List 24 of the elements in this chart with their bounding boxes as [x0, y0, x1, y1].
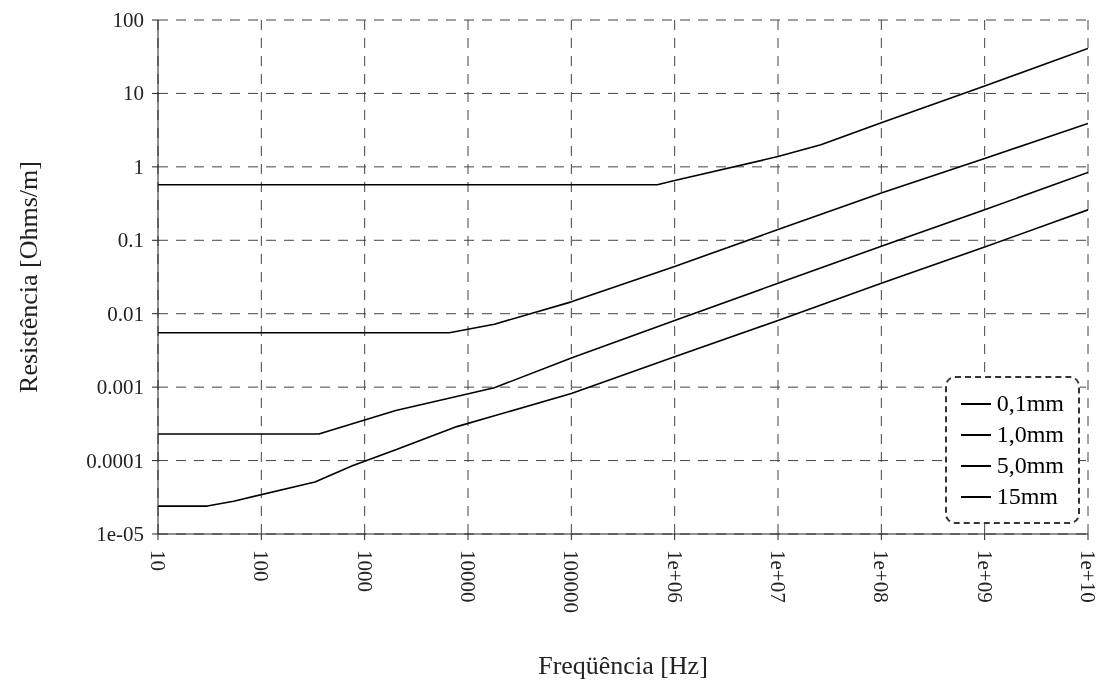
y-tick-label: 10 [123, 81, 144, 106]
legend-label: 0,1mm [996, 390, 1064, 417]
legend-label: 1,0mm [996, 421, 1064, 448]
x-tick-label: 1e+09 [972, 550, 997, 603]
legend-label: 15mm [996, 483, 1058, 510]
x-tick-label: 1e+08 [869, 550, 894, 603]
x-tick-label: 1e+07 [766, 550, 790, 603]
y-tick-label: 0.1 [117, 228, 144, 253]
y-tick-label: 0.001 [96, 375, 144, 400]
y-axis-title: Resistência [Ohms/m] [14, 161, 44, 393]
y-tick-label: 0.01 [107, 301, 144, 326]
x-tick-label: 1e+10 [1076, 550, 1100, 603]
x-tick-label: 1000 [352, 550, 377, 592]
x-tick-label: 1e+06 [662, 550, 687, 603]
y-tick-label: 0.0001 [86, 448, 144, 473]
y-tick-label: 1 [133, 154, 144, 179]
legend-label: 5,0mm [996, 452, 1064, 479]
x-axis-title: Freqüência [Hz] [538, 651, 708, 680]
y-tick-label: 100 [112, 8, 144, 32]
x-tick-label: 10000 [456, 550, 480, 603]
x-tick-label: 100 [249, 550, 274, 582]
y-tick-label: 1e-05 [96, 522, 144, 546]
x-tick-label: 100000 [559, 550, 584, 613]
x-tick-label: 10 [146, 550, 170, 571]
